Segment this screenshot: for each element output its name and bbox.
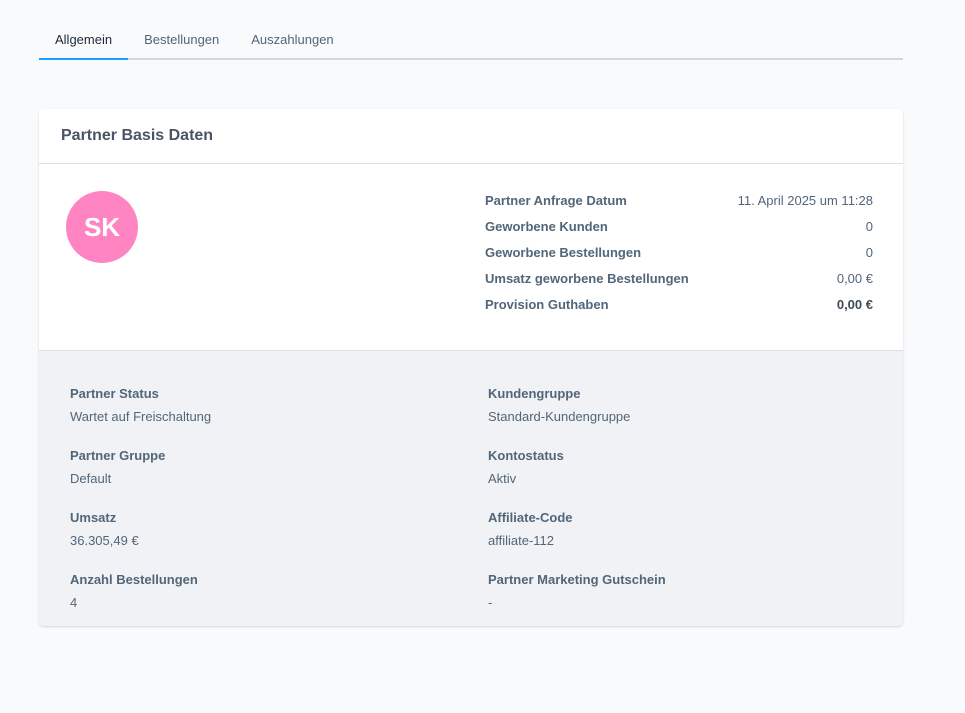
field-value: 4 <box>70 595 78 610</box>
field-label: Kontostatus <box>488 448 564 463</box>
field-partner-status: Partner Status Wartet auf Freischaltung <box>70 386 450 424</box>
stat-row: Geworbene Bestellungen 0 <box>485 245 873 271</box>
field-label: Anzahl Bestellungen <box>70 572 198 587</box>
partner-stats: Partner Anfrage Datum 11. April 2025 um 1… <box>485 193 873 323</box>
stat-label: Provision Guthaben <box>485 297 609 312</box>
stat-label: Geworbene Bestellungen <box>485 245 642 260</box>
stat-label: Partner Anfrage Datum <box>485 193 627 208</box>
field-label: Partner Status <box>70 386 159 401</box>
stat-value: 0,00 € <box>836 271 873 286</box>
field-label: Affiliate-Code <box>488 510 573 525</box>
avatar: SK <box>66 191 138 263</box>
stat-label: Umsatz geworbene Bestellungen <box>485 271 689 286</box>
field-value: Default <box>70 471 112 486</box>
field-value: affiliate-112 <box>488 533 555 548</box>
partner-details: Partner Status Wartet auf Freischaltung K… <box>39 351 903 626</box>
card-title: Partner Basis Daten <box>39 109 903 164</box>
stat-value: 0 <box>865 219 873 234</box>
stat-label: Geworbene Kunden <box>485 219 608 234</box>
tab-auszahlungen[interactable]: Auszahlungen <box>251 32 334 47</box>
field-value: 36.305,49 € <box>70 533 139 548</box>
field-value: Aktiv <box>488 471 517 486</box>
field-marketing-gutschein: Partner Marketing Gutschein - <box>488 572 868 610</box>
tab-allgemein[interactable]: Allgemein <box>39 24 129 60</box>
stat-row: Geworbene Kunden 0 <box>485 219 873 245</box>
field-label: Kundengruppe <box>488 386 581 401</box>
field-partner-gruppe: Partner Gruppe Default <box>70 448 450 486</box>
tab-bar: Allgemein Bestellungen Auszahlungen <box>39 24 903 60</box>
stat-value: 0 <box>865 245 873 260</box>
field-kontostatus: Kontostatus Aktiv <box>488 448 868 486</box>
stat-row: Provision Guthaben 0,00 € <box>485 297 873 323</box>
partner-basis-card: Partner Basis Daten SK Partner Anfrage D… <box>39 109 903 626</box>
field-label: Umsatz <box>70 510 117 525</box>
field-umsatz: Umsatz 36.305,49 € <box>70 510 450 548</box>
field-value: Standard-Kundengruppe <box>488 409 631 424</box>
partner-summary: SK Partner Anfrage Datum 11. April 2025 u… <box>39 164 903 351</box>
tab-bestellungen[interactable]: Bestellungen <box>144 32 220 47</box>
stat-value: 11. April 2025 um 11:28 <box>737 193 873 208</box>
field-value: Wartet auf Freischaltung <box>70 409 212 424</box>
stat-row: Partner Anfrage Datum 11. April 2025 um 1… <box>485 193 873 219</box>
stat-row: Umsatz geworbene Bestellungen 0,00 € <box>485 271 873 297</box>
field-affiliate-code: Affiliate-Code affiliate-112 <box>488 510 868 548</box>
stat-value: 0,00 € <box>836 297 873 312</box>
field-anzahl-bestellungen: Anzahl Bestellungen 4 <box>70 572 450 610</box>
field-label: Partner Gruppe <box>70 448 166 463</box>
field-value: - <box>488 595 493 610</box>
field-kundengruppe: Kundengruppe Standard-Kundengruppe <box>488 386 868 424</box>
field-label: Partner Marketing Gutschein <box>488 572 666 587</box>
